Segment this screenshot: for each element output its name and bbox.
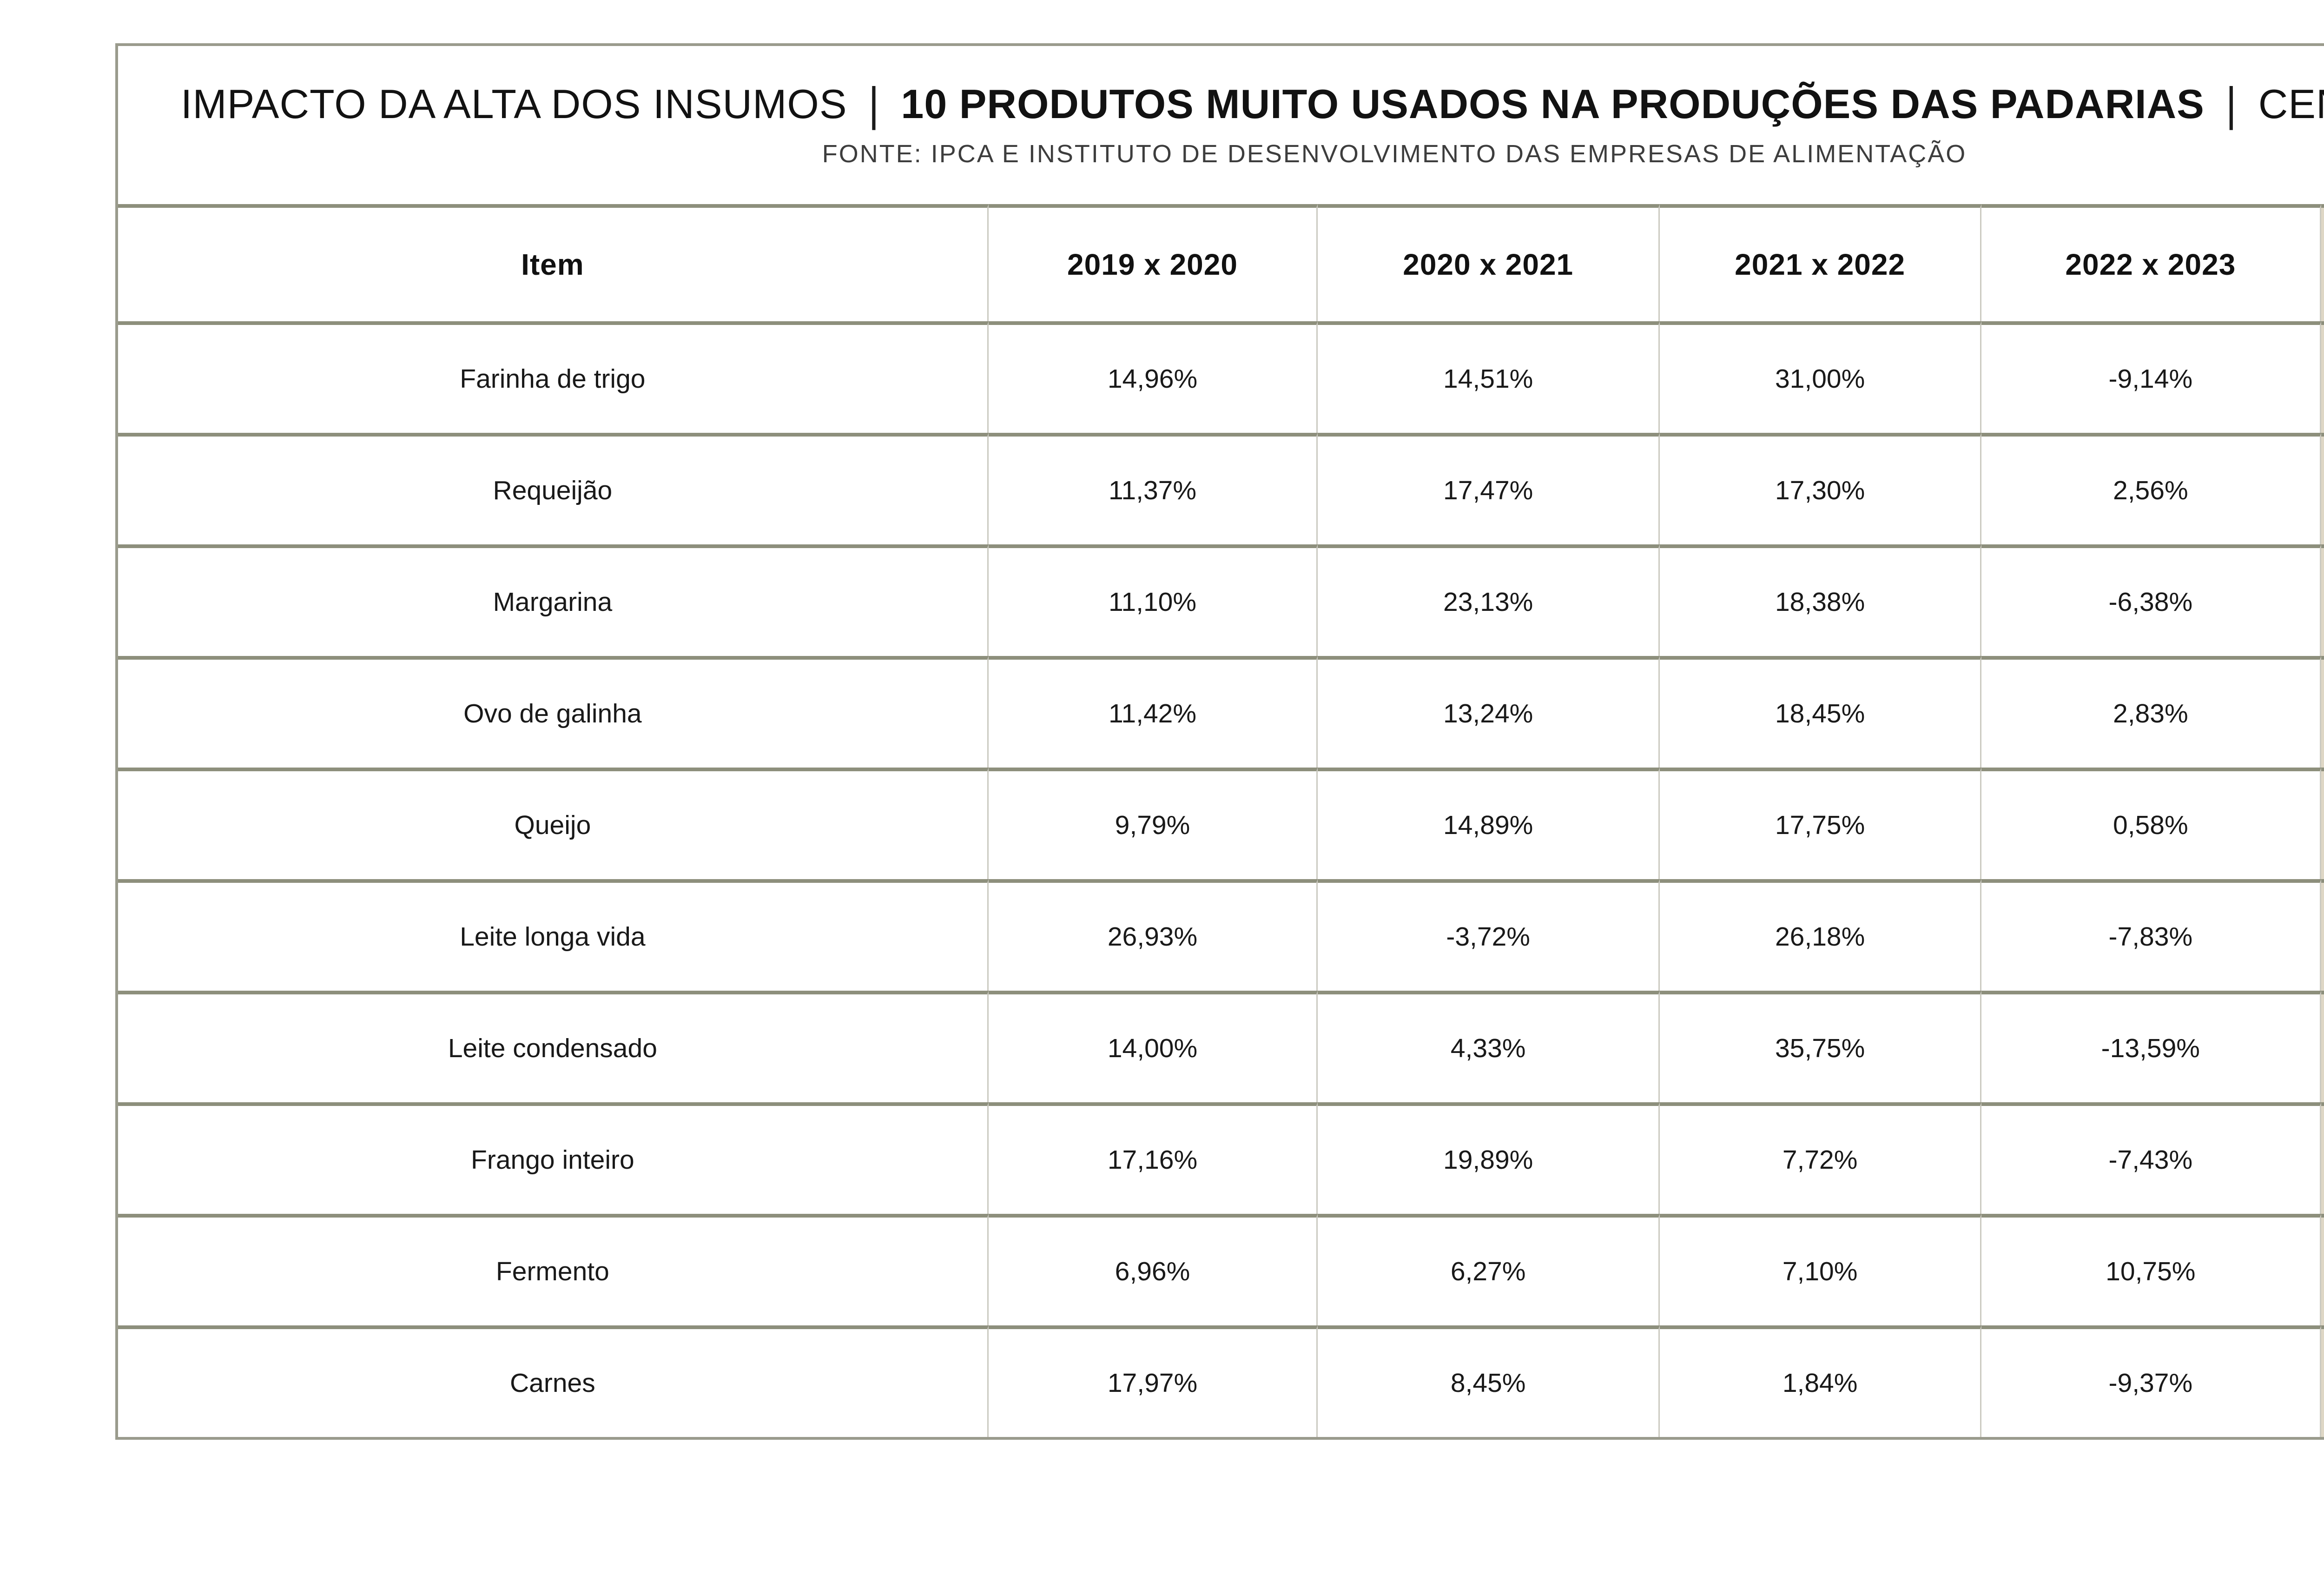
value-cell: 1,84%	[1660, 1325, 1982, 1437]
accumulated-cell: 31,08%	[2321, 1214, 2324, 1325]
column-header: 2021 x 2022	[1660, 204, 1982, 321]
value-cell: 17,30%	[1660, 433, 1982, 544]
column-header: 2022 x 2023	[1981, 204, 2321, 321]
value-cell: 17,47%	[1318, 433, 1660, 544]
value-cell: 9,79%	[988, 768, 1318, 879]
item-cell: Leite condensado	[118, 991, 989, 1102]
value-cell: 10,75%	[1981, 1214, 2321, 1325]
value-cell: 23,13%	[1318, 544, 1660, 656]
accumulated-cell: 48,70%	[2321, 433, 2324, 544]
accumulated-cell: 51,33%	[2321, 321, 2324, 433]
accumulated-cell: 43,01%	[2321, 768, 2324, 879]
item-cell: Fermento	[118, 1214, 989, 1325]
page-title: IMPACTO DA ALTA DOS INSUMOS | 10 PRODUTO…	[180, 80, 2324, 127]
data-table: Item 2019 x 2020 2020 x 2021 2021 x 2022 202…	[118, 204, 2324, 1437]
accumulated-cell: 37,34%	[2321, 1102, 2324, 1214]
title-segment-right: CENÁRIO BRASIL	[2258, 81, 2324, 127]
item-cell: Carnes	[118, 1325, 989, 1437]
value-cell: 17,16%	[988, 1102, 1318, 1214]
column-header: Acumulado	[2321, 204, 2324, 321]
title-block: IMPACTO DA ALTA DOS INSUMOS | 10 PRODUTO…	[118, 46, 2324, 204]
title-segment-left: IMPACTO DA ALTA DOS INSUMOS	[180, 81, 847, 127]
value-cell: 11,10%	[988, 544, 1318, 656]
value-cell: 14,00%	[988, 991, 1318, 1102]
column-header: 2020 x 2021	[1318, 204, 1660, 321]
value-cell: 17,75%	[1660, 768, 1982, 879]
value-cell: 35,75%	[1660, 991, 1982, 1102]
item-cell: Leite longa vida	[118, 879, 989, 991]
value-cell: 2,83%	[1981, 656, 2321, 768]
value-cell: 26,18%	[1660, 879, 1982, 991]
title-divider-icon: |	[868, 77, 880, 131]
value-cell: 19,89%	[1318, 1102, 1660, 1214]
value-cell: 8,45%	[1318, 1325, 1660, 1437]
title-divider-icon: |	[2225, 77, 2237, 131]
value-cell: 6,96%	[988, 1214, 1318, 1325]
value-cell: 4,33%	[1318, 991, 1660, 1102]
item-cell: Queijo	[118, 768, 989, 879]
accumulated-cell: 40,49%	[2321, 991, 2324, 1102]
title-segment-bold: 10 PRODUTOS MUITO USADOS NA PRODUÇÕES DA…	[901, 81, 2205, 127]
value-cell: 11,37%	[988, 433, 1318, 544]
value-cell: 17,97%	[988, 1325, 1318, 1437]
item-cell: Farinha de trigo	[118, 321, 989, 433]
value-cell: 13,24%	[1318, 656, 1660, 768]
value-cell: -7,83%	[1981, 879, 2321, 991]
value-cell: 6,27%	[1318, 1214, 1660, 1325]
value-cell: 2,56%	[1981, 433, 2321, 544]
value-cell: 18,45%	[1660, 656, 1982, 768]
value-cell: 14,89%	[1318, 768, 1660, 879]
column-header: Item	[118, 204, 989, 321]
value-cell: 31,00%	[1660, 321, 1982, 433]
item-cell: Margarina	[118, 544, 989, 656]
value-cell: -3,72%	[1318, 879, 1660, 991]
value-cell: -13,59%	[1981, 991, 2321, 1102]
item-cell: Ovo de galinha	[118, 656, 989, 768]
accumulated-cell: 45,94%	[2321, 656, 2324, 768]
accumulated-cell: 18,89%	[2321, 1325, 2324, 1437]
value-cell: 26,93%	[988, 879, 1318, 991]
value-cell: -7,43%	[1981, 1102, 2321, 1214]
column-header: 2019 x 2020	[988, 204, 1318, 321]
value-cell: 0,58%	[1981, 768, 2321, 879]
value-cell: -9,37%	[1981, 1325, 2321, 1437]
value-cell: 14,96%	[988, 321, 1318, 433]
value-cell: 7,10%	[1660, 1214, 1982, 1325]
value-cell: -9,14%	[1981, 321, 2321, 433]
value-cell: 11,42%	[988, 656, 1318, 768]
accumulated-cell: 41,56%	[2321, 879, 2324, 991]
item-cell: Frango inteiro	[118, 1102, 989, 1214]
value-cell: 14,51%	[1318, 321, 1660, 433]
item-cell: Requeijão	[118, 433, 989, 544]
accumulated-cell: 46,23%	[2321, 544, 2324, 656]
value-cell: 7,72%	[1660, 1102, 1982, 1214]
table-card: IMPACTO DA ALTA DOS INSUMOS | 10 PRODUTO…	[115, 43, 2324, 1440]
value-cell: 18,38%	[1660, 544, 1982, 656]
source-line: FONTE: IPCA E INSTITUTO DE DESENVOLVIMEN…	[822, 140, 1967, 168]
value-cell: -6,38%	[1981, 544, 2321, 656]
